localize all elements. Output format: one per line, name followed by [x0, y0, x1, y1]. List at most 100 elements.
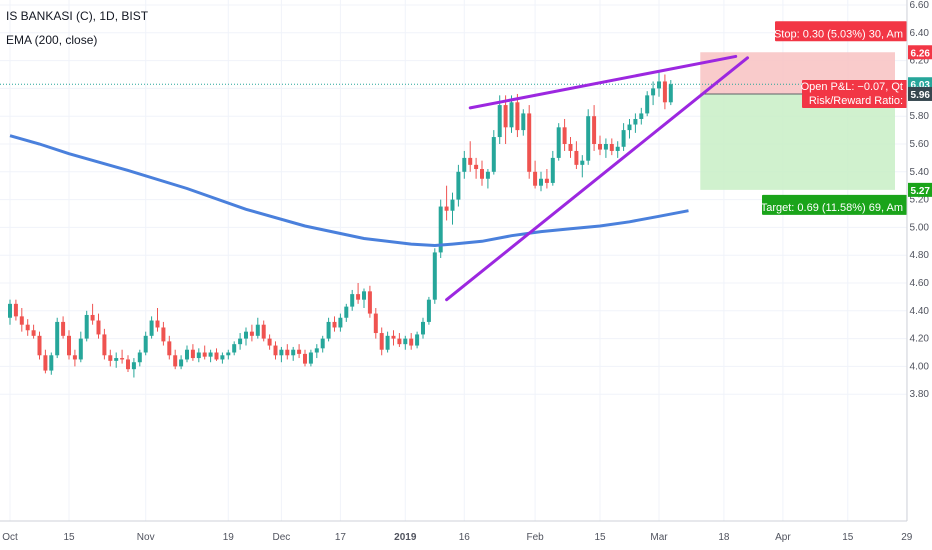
candle-body [491, 137, 496, 172]
candle [238, 333, 243, 350]
candle-body [379, 333, 384, 350]
candle-body [244, 331, 248, 339]
target-zone[interactable] [700, 93, 895, 190]
time-tick-label: 15 [594, 532, 606, 543]
candle [574, 141, 579, 170]
candle-body [55, 321, 60, 356]
candle-body [208, 352, 213, 357]
candle-body [485, 171, 490, 179]
candle [462, 150, 467, 179]
candle-body [356, 294, 361, 300]
candle-body [409, 338, 414, 346]
candle-body [43, 355, 48, 371]
candle-body [19, 316, 24, 325]
candle-body [462, 157, 467, 172]
candle-body [308, 352, 313, 364]
candle [403, 335, 408, 350]
trendline-upper[interactable] [468, 54, 738, 110]
candle-body [474, 164, 479, 170]
candle-body [232, 344, 237, 353]
candle [515, 93, 520, 138]
time-axis[interactable] [0, 521, 932, 550]
candle-body [668, 84, 673, 103]
candle-body [90, 314, 95, 321]
candle [143, 331, 148, 356]
price-badge: 5.27 [908, 182, 932, 197]
risk-reward-zones[interactable] [700, 52, 895, 190]
price-badge-bg [908, 45, 932, 60]
price-badge: 5.96 [908, 86, 932, 101]
candle [279, 346, 284, 363]
time-tick-label: 19 [223, 532, 235, 543]
candle [303, 349, 307, 367]
candle-body [161, 327, 166, 342]
candle-body [214, 352, 219, 360]
candle [338, 313, 343, 332]
candle [137, 349, 142, 367]
candle [167, 335, 172, 360]
stop-label-bg [775, 21, 907, 42]
candle-body [137, 352, 142, 363]
time-tick-label: Apr [775, 532, 791, 543]
candle-body [444, 206, 449, 211]
ema-200-line[interactable] [9, 134, 689, 248]
candle [668, 80, 673, 106]
candle [149, 316, 154, 339]
risk-reward-label-text: Risk/Reward Ratio: [809, 95, 903, 107]
time-tick-label: 15 [63, 532, 75, 543]
candle-body [84, 314, 89, 339]
price-tick-label: 5.40 [910, 167, 930, 178]
trendlines[interactable] [445, 54, 749, 302]
candle [456, 164, 461, 207]
candle [356, 283, 361, 304]
candle [385, 331, 390, 353]
candle-body [539, 178, 543, 186]
price-tick-label: 4.80 [910, 250, 930, 261]
candle-body [621, 130, 626, 147]
candle-body [403, 338, 408, 345]
candle [72, 349, 77, 367]
candle-body [633, 118, 638, 125]
candle-body [662, 81, 667, 103]
ema-indicator-label[interactable]: EMA (200, close) [6, 33, 97, 47]
candle [562, 118, 567, 151]
candle [362, 288, 366, 309]
candle-body [468, 157, 473, 165]
candle [568, 137, 573, 158]
candle-body [415, 334, 420, 346]
candle-body [332, 321, 337, 328]
candle [332, 316, 337, 332]
trendline-lower[interactable] [445, 56, 749, 302]
candle-body [326, 321, 331, 339]
candle [179, 355, 184, 370]
candle-body [627, 124, 632, 131]
candle [208, 349, 213, 363]
candle [533, 160, 538, 189]
candle-body [303, 353, 307, 364]
candle-body [279, 349, 284, 356]
candle [397, 333, 402, 347]
candle [244, 327, 248, 346]
candle-body [544, 178, 549, 183]
candle [131, 358, 136, 378]
candle-body [515, 102, 520, 131]
candle [96, 313, 101, 339]
candle [474, 157, 479, 179]
price-tick-label: 4.20 [910, 334, 930, 345]
target-label-bg [762, 194, 907, 215]
candle [627, 118, 632, 139]
candle-body [114, 358, 119, 361]
candle [67, 330, 71, 360]
candle-body [149, 320, 154, 336]
candle-body [78, 338, 83, 360]
candle-body [657, 81, 661, 89]
candle [261, 320, 266, 342]
candle-body [562, 127, 567, 144]
time-tick-label: Dec [273, 532, 291, 543]
candle [285, 344, 290, 360]
candle-body [120, 358, 125, 360]
candle-body [556, 127, 561, 158]
candle-body [580, 160, 585, 165]
candle-body [220, 355, 225, 360]
